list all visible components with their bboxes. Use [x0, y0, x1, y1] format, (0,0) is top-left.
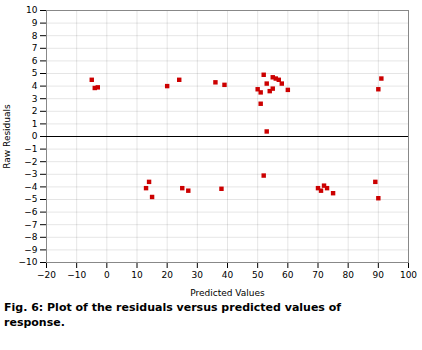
svg-text:50: 50: [252, 270, 264, 280]
svg-text:−7: −7: [24, 220, 37, 230]
svg-text:9: 9: [32, 18, 38, 28]
html-text:response.: response.: [4, 316, 65, 329]
svg-text:30: 30: [192, 270, 204, 280]
svg-text:4: 4: [32, 81, 38, 91]
svg-text:−3: −3: [24, 169, 37, 179]
svg-text:−2: −2: [24, 157, 37, 167]
svg-text:10: 10: [131, 270, 143, 280]
svg-text:60: 60: [282, 270, 294, 280]
svg-text:90: 90: [373, 270, 385, 280]
svg-text:8: 8: [32, 31, 38, 41]
svg-text:7: 7: [32, 43, 38, 53]
svg-text:−8: −8: [24, 232, 38, 242]
svg-text:3: 3: [32, 94, 38, 104]
svg-text:−10: −10: [67, 270, 86, 280]
svg-text:Raw Residuals: Raw Residuals: [2, 104, 12, 169]
svg-text:−1: −1: [24, 144, 37, 154]
svg-text:70: 70: [312, 270, 324, 280]
html-text:Fig. 6: Plot of the residuals: Fig. 6: Plot of the residuals versus pre…: [4, 301, 342, 314]
svg-text:80: 80: [342, 270, 354, 280]
svg-text:5: 5: [32, 68, 38, 78]
svg-text:10: 10: [26, 5, 38, 15]
svg-text:2: 2: [32, 106, 38, 116]
svg-text:1: 1: [32, 119, 38, 129]
svg-text:0: 0: [32, 131, 38, 141]
svg-text:−9: −9: [24, 245, 38, 255]
svg-text:100: 100: [400, 270, 417, 280]
svg-text:Predicted Values: Predicted Values: [190, 288, 265, 298]
svg-text:−20: −20: [37, 270, 56, 280]
svg-text:40: 40: [222, 270, 234, 280]
svg-text:−4: −4: [24, 182, 38, 192]
svg-text:0: 0: [104, 270, 110, 280]
svg-text:6: 6: [32, 56, 38, 66]
svg-text:−10: −10: [19, 257, 38, 267]
svg-text:−6: −6: [24, 207, 38, 217]
svg-text:−5: −5: [24, 194, 37, 204]
svg-text:20: 20: [161, 270, 173, 280]
